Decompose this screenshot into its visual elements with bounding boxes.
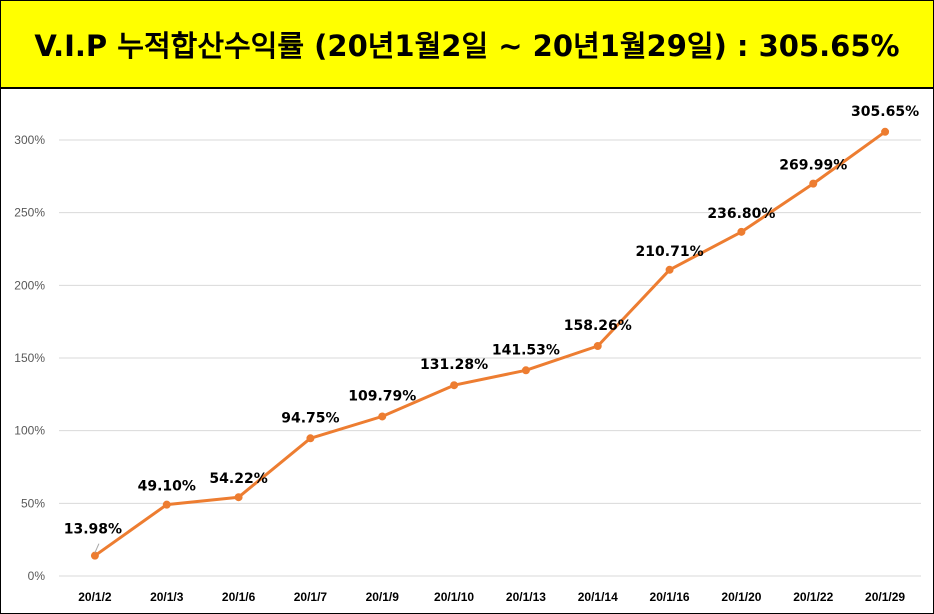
data-point [234, 493, 243, 502]
data-point [90, 551, 99, 560]
x-tick-label: 20/1/16 [650, 590, 690, 604]
data-label: 49.10% [138, 479, 196, 495]
x-tick-label: 20/1/2 [78, 590, 112, 604]
data-label: 269.99% [779, 158, 847, 174]
x-tick-label: 20/1/22 [793, 590, 833, 604]
y-tick-label: 200% [14, 278, 45, 292]
x-tick-label: 20/1/3 [150, 590, 184, 604]
label-leader-line [94, 543, 100, 553]
x-tick-label: 20/1/14 [578, 590, 618, 604]
x-tick-label: 20/1/10 [434, 590, 474, 604]
data-label: 141.53% [492, 342, 560, 358]
y-tick-label: 150% [14, 351, 45, 365]
data-label: 210.71% [636, 244, 704, 260]
x-tick-label: 20/1/29 [865, 590, 905, 604]
x-tick-label: 20/1/6 [222, 590, 256, 604]
x-tick-label: 20/1/20 [721, 590, 761, 604]
x-tick-label: 20/1/9 [366, 590, 400, 604]
data-point [809, 179, 818, 188]
data-point [162, 500, 171, 509]
chart-title: V.I.P 누적합산수익률 (20년1월2일 ~ 20년1월29일) : 305… [34, 29, 900, 63]
data-label: 13.98% [64, 522, 122, 538]
y-tick-label: 0% [28, 569, 46, 583]
y-tick-label: 300% [14, 133, 45, 147]
data-label: 131.28% [420, 357, 488, 373]
data-point [665, 265, 674, 274]
line-chart: 0% 50% 100% 150% 200% 250% 300% 20/1/2 20/1/3 20/… [14, 104, 921, 604]
data-point [306, 434, 315, 443]
data-label: 54.22% [209, 471, 267, 487]
data-point [593, 341, 602, 350]
data-point [450, 381, 459, 390]
data-label: 158.26% [564, 318, 632, 334]
y-tick-label: 100% [14, 424, 45, 438]
x-tick-label: 20/1/13 [506, 590, 546, 604]
data-label: 236.80% [707, 206, 775, 222]
data-label: 109.79% [348, 388, 416, 404]
data-point [881, 127, 890, 136]
data-label: 94.75% [281, 410, 339, 426]
data-label: 305.65% [851, 104, 919, 120]
y-tick-label: 50% [21, 496, 45, 510]
data-point [521, 366, 530, 375]
title-banner: V.I.P 누적합산수익률 (20년1월2일 ~ 20년1월29일) : 305… [1, 1, 933, 89]
data-point [737, 227, 746, 236]
data-point [378, 412, 387, 421]
y-tick-label: 250% [14, 206, 45, 220]
x-tick-label: 20/1/7 [294, 590, 328, 604]
series-line [94, 130, 886, 557]
